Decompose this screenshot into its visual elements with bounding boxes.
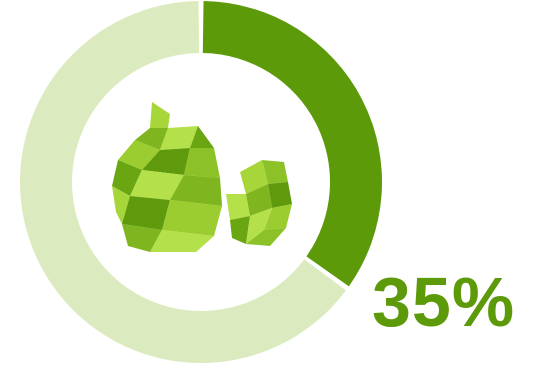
donut-slice-0 [202, 1, 382, 287]
donut-slice-1 [20, 1, 346, 364]
donut-slices [20, 1, 382, 364]
green-lowpoly-island-icon [112, 102, 292, 252]
percent-label: 35% [372, 263, 516, 341]
